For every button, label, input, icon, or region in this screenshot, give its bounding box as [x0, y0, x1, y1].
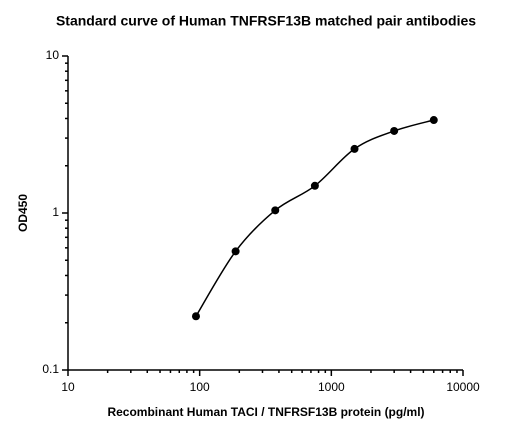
data-point — [390, 126, 399, 135]
x-axis-label: Recombinant Human TACI / TNFRSF13B prote… — [107, 405, 424, 419]
y-tick-label: 10 — [46, 48, 60, 62]
data-point — [231, 247, 240, 256]
x-tick-label: 10 — [61, 380, 75, 394]
data-point — [310, 181, 319, 190]
data-point — [429, 116, 438, 125]
data-point — [191, 312, 200, 321]
chart-title: Standard curve of Human TNFRSF13B matche… — [56, 13, 476, 29]
fit-curve — [195, 119, 434, 317]
y-tick-label: 0.1 — [42, 362, 59, 376]
x-tick-label: 1000 — [318, 380, 345, 394]
data-point — [350, 144, 359, 153]
y-tick-label: 1 — [52, 205, 59, 219]
y-axis-label: OD450 — [16, 194, 30, 232]
x-tick-label: 10000 — [446, 380, 480, 394]
x-tick-label: 100 — [190, 380, 210, 394]
data-point — [271, 206, 280, 215]
